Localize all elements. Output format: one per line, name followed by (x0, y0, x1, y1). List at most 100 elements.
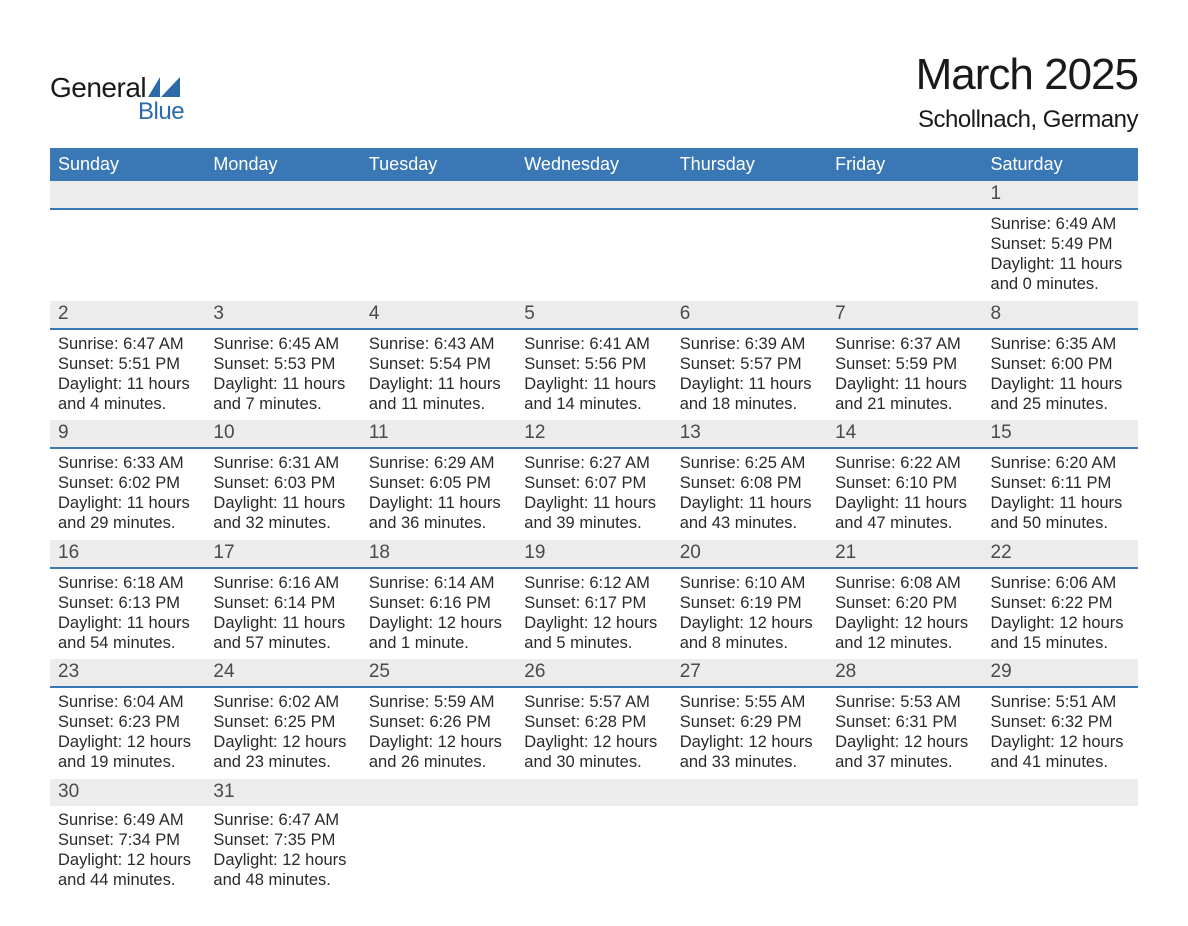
day-number: 29 (983, 659, 1138, 686)
day-number: 16 (50, 540, 205, 567)
day-number (983, 779, 1138, 806)
day-number: 7 (827, 301, 982, 328)
day-detail: Sunrise: 6:04 AMSunset: 6:23 PMDaylight:… (50, 688, 205, 779)
day-detail: Sunrise: 6:06 AMSunset: 6:22 PMDaylight:… (983, 569, 1138, 660)
day-detail: Sunrise: 6:35 AMSunset: 6:00 PMDaylight:… (983, 330, 1138, 421)
day-detail: Sunrise: 6:27 AMSunset: 6:07 PMDaylight:… (516, 449, 671, 540)
sunrise-text: Sunrise: 6:39 AM (680, 334, 819, 354)
sunset-text: Sunset: 6:29 PM (680, 712, 819, 732)
daylight-text: Daylight: 12 hours and 1 minute. (369, 613, 508, 653)
day-number: 20 (672, 540, 827, 567)
calendar-page: General Blue March 2025 Schollnach, Germ… (0, 0, 1188, 926)
daylight-text: Daylight: 11 hours and 47 minutes. (835, 493, 974, 533)
daylight-text: Daylight: 12 hours and 23 minutes. (213, 732, 352, 772)
page-title: March 2025 (916, 50, 1138, 100)
sunrise-text: Sunrise: 6:16 AM (213, 573, 352, 593)
sunrise-text: Sunrise: 6:20 AM (991, 453, 1130, 473)
sunset-text: Sunset: 7:34 PM (58, 830, 197, 850)
sunset-text: Sunset: 6:08 PM (680, 473, 819, 493)
day-detail (827, 210, 982, 301)
day-detail (361, 210, 516, 301)
day-number: 22 (983, 540, 1138, 567)
weekday-header: Monday (205, 148, 360, 181)
daylight-text: Daylight: 11 hours and 25 minutes. (991, 374, 1130, 414)
day-number (205, 181, 360, 208)
sunset-text: Sunset: 6:00 PM (991, 354, 1130, 374)
day-number: 31 (205, 779, 360, 806)
sunset-text: Sunset: 5:53 PM (213, 354, 352, 374)
sunset-text: Sunset: 5:54 PM (369, 354, 508, 374)
sunset-text: Sunset: 6:19 PM (680, 593, 819, 613)
day-number-row: 2345678 (50, 301, 1138, 330)
weekday-header: Wednesday (516, 148, 671, 181)
day-detail (672, 806, 827, 897)
sunrise-text: Sunrise: 6:37 AM (835, 334, 974, 354)
sunrise-text: Sunrise: 6:41 AM (524, 334, 663, 354)
day-number-row: 9101112131415 (50, 420, 1138, 449)
sunrise-text: Sunrise: 5:51 AM (991, 692, 1130, 712)
sunrise-text: Sunrise: 6:29 AM (369, 453, 508, 473)
daylight-text: Daylight: 11 hours and 50 minutes. (991, 493, 1130, 533)
sunrise-text: Sunrise: 6:35 AM (991, 334, 1130, 354)
sunrise-text: Sunrise: 6:04 AM (58, 692, 197, 712)
sunrise-text: Sunrise: 6:27 AM (524, 453, 663, 473)
day-number (516, 779, 671, 806)
day-number: 4 (361, 301, 516, 328)
day-detail (50, 210, 205, 301)
day-detail: Sunrise: 6:20 AMSunset: 6:11 PMDaylight:… (983, 449, 1138, 540)
day-number-row: 16171819202122 (50, 540, 1138, 569)
daylight-text: Daylight: 11 hours and 39 minutes. (524, 493, 663, 533)
day-detail: Sunrise: 6:10 AMSunset: 6:19 PMDaylight:… (672, 569, 827, 660)
day-detail: Sunrise: 6:29 AMSunset: 6:05 PMDaylight:… (361, 449, 516, 540)
day-detail-row: Sunrise: 6:04 AMSunset: 6:23 PMDaylight:… (50, 688, 1138, 779)
sunrise-text: Sunrise: 6:47 AM (213, 810, 352, 830)
daylight-text: Daylight: 12 hours and 44 minutes. (58, 850, 197, 890)
daylight-text: Daylight: 12 hours and 30 minutes. (524, 732, 663, 772)
day-detail-row: Sunrise: 6:49 AMSunset: 7:34 PMDaylight:… (50, 806, 1138, 897)
sunrise-text: Sunrise: 6:10 AM (680, 573, 819, 593)
day-detail: Sunrise: 5:55 AMSunset: 6:29 PMDaylight:… (672, 688, 827, 779)
daylight-text: Daylight: 12 hours and 5 minutes. (524, 613, 663, 653)
day-number: 11 (361, 420, 516, 447)
day-number (827, 779, 982, 806)
daylight-text: Daylight: 11 hours and 14 minutes. (524, 374, 663, 414)
day-detail: Sunrise: 5:57 AMSunset: 6:28 PMDaylight:… (516, 688, 671, 779)
day-number: 27 (672, 659, 827, 686)
calendar-grid: Sunday Monday Tuesday Wednesday Thursday… (50, 148, 1138, 896)
day-number: 19 (516, 540, 671, 567)
sunset-text: Sunset: 5:51 PM (58, 354, 197, 374)
day-number: 26 (516, 659, 671, 686)
sunrise-text: Sunrise: 6:49 AM (991, 214, 1130, 234)
daylight-text: Daylight: 11 hours and 21 minutes. (835, 374, 974, 414)
sunset-text: Sunset: 7:35 PM (213, 830, 352, 850)
sunrise-text: Sunrise: 6:08 AM (835, 573, 974, 593)
daylight-text: Daylight: 12 hours and 41 minutes. (991, 732, 1130, 772)
sunset-text: Sunset: 6:13 PM (58, 593, 197, 613)
weekday-header: Tuesday (361, 148, 516, 181)
weekday-header-row: Sunday Monday Tuesday Wednesday Thursday… (50, 148, 1138, 181)
daylight-text: Daylight: 11 hours and 7 minutes. (213, 374, 352, 414)
sunset-text: Sunset: 6:17 PM (524, 593, 663, 613)
day-detail (516, 210, 671, 301)
sunrise-text: Sunrise: 6:12 AM (524, 573, 663, 593)
day-detail: Sunrise: 6:12 AMSunset: 6:17 PMDaylight:… (516, 569, 671, 660)
day-detail: Sunrise: 6:22 AMSunset: 6:10 PMDaylight:… (827, 449, 982, 540)
day-number (361, 779, 516, 806)
day-detail-row: Sunrise: 6:18 AMSunset: 6:13 PMDaylight:… (50, 569, 1138, 660)
day-number: 10 (205, 420, 360, 447)
header: General Blue March 2025 Schollnach, Germ… (50, 50, 1138, 134)
sunset-text: Sunset: 6:22 PM (991, 593, 1130, 613)
day-number: 3 (205, 301, 360, 328)
day-number: 2 (50, 301, 205, 328)
day-detail: Sunrise: 6:41 AMSunset: 5:56 PMDaylight:… (516, 330, 671, 421)
sunset-text: Sunset: 5:57 PM (680, 354, 819, 374)
day-number: 28 (827, 659, 982, 686)
day-detail-row: Sunrise: 6:33 AMSunset: 6:02 PMDaylight:… (50, 449, 1138, 540)
sunset-text: Sunset: 6:26 PM (369, 712, 508, 732)
daylight-text: Daylight: 11 hours and 54 minutes. (58, 613, 197, 653)
sunset-text: Sunset: 6:31 PM (835, 712, 974, 732)
day-detail: Sunrise: 6:43 AMSunset: 5:54 PMDaylight:… (361, 330, 516, 421)
day-detail: Sunrise: 6:16 AMSunset: 6:14 PMDaylight:… (205, 569, 360, 660)
day-detail: Sunrise: 6:14 AMSunset: 6:16 PMDaylight:… (361, 569, 516, 660)
day-number (672, 779, 827, 806)
